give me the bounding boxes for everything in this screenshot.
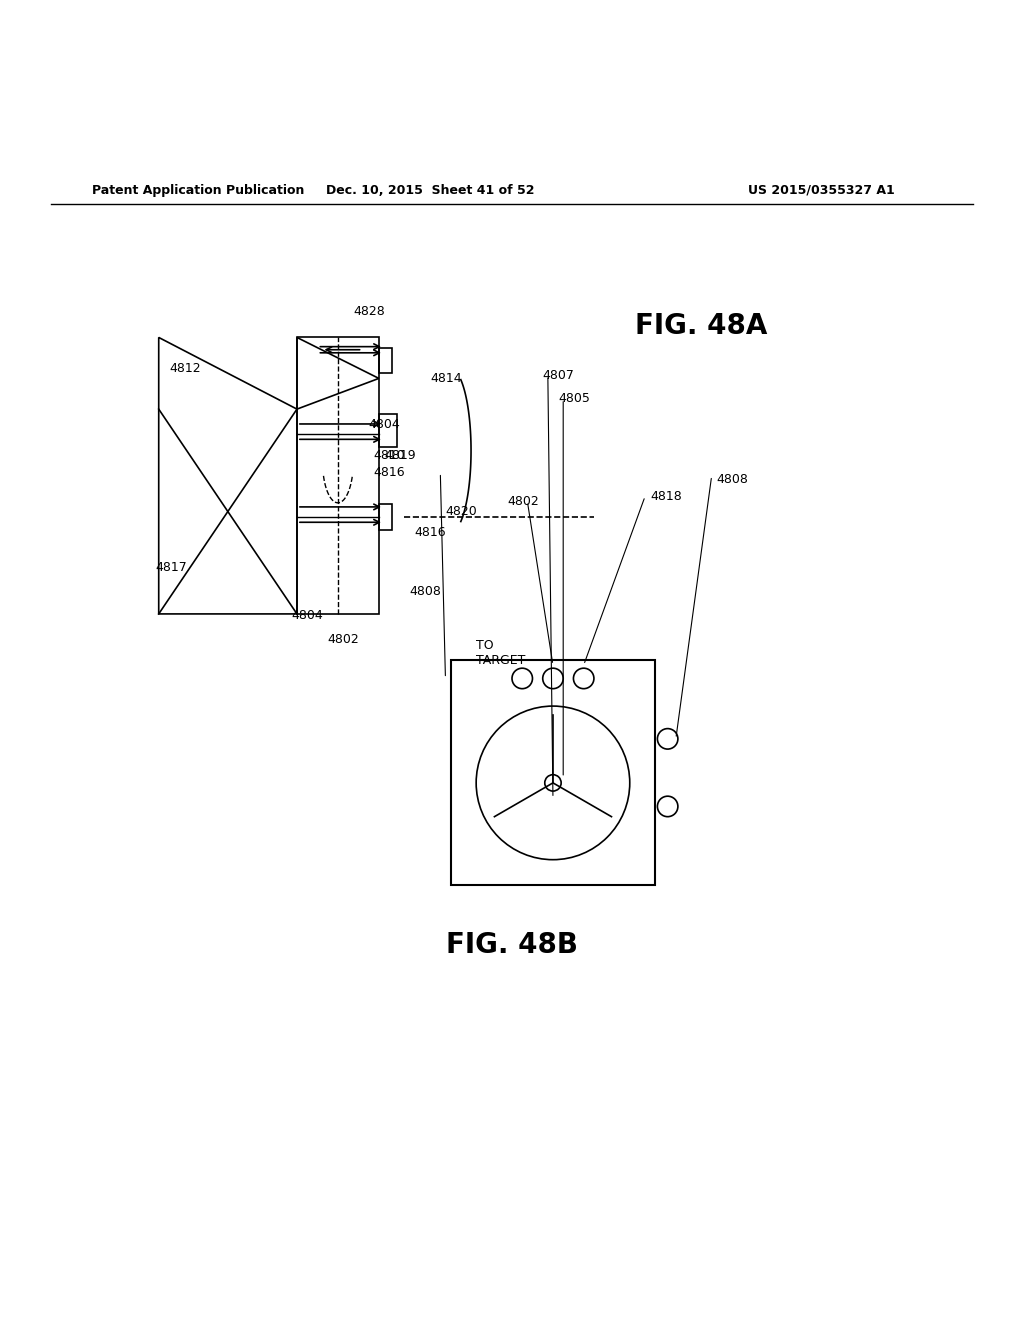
Text: 4804: 4804 [292, 610, 324, 623]
Bar [379, 413, 397, 447]
Text: 4814: 4814 [430, 372, 462, 385]
Text: 4828: 4828 [353, 305, 385, 318]
Text: 4820: 4820 [445, 506, 477, 517]
Text: 4812: 4812 [169, 362, 201, 375]
Bar [379, 347, 391, 374]
Text: 4816: 4816 [415, 525, 446, 539]
Text: 4818: 4818 [650, 490, 682, 503]
Text: Dec. 10, 2015  Sheet 41 of 52: Dec. 10, 2015 Sheet 41 of 52 [326, 183, 535, 197]
Text: FIG. 48A: FIG. 48A [635, 312, 767, 339]
Text: 4805: 4805 [558, 392, 590, 405]
Text: TO
TARGET: TO TARGET [476, 639, 525, 667]
Text: 4816: 4816 [374, 466, 406, 479]
Text: 4819: 4819 [384, 449, 416, 462]
Text: 4808: 4808 [410, 585, 441, 598]
Bar [297, 338, 379, 614]
Text: 4802: 4802 [328, 634, 359, 645]
Text: FIG. 48B: FIG. 48B [446, 932, 578, 960]
Text: 4802: 4802 [507, 495, 539, 508]
Text: US 2015/0355327 A1: US 2015/0355327 A1 [748, 183, 894, 197]
Text: 4807: 4807 [543, 368, 574, 381]
Text: 4817: 4817 [156, 561, 187, 574]
Text: 4808: 4808 [717, 474, 749, 486]
Bar [379, 504, 391, 529]
Text: 4804: 4804 [369, 418, 400, 430]
Text: 4810: 4810 [374, 449, 406, 462]
Bar [451, 660, 655, 886]
Text: Patent Application Publication: Patent Application Publication [92, 183, 304, 197]
